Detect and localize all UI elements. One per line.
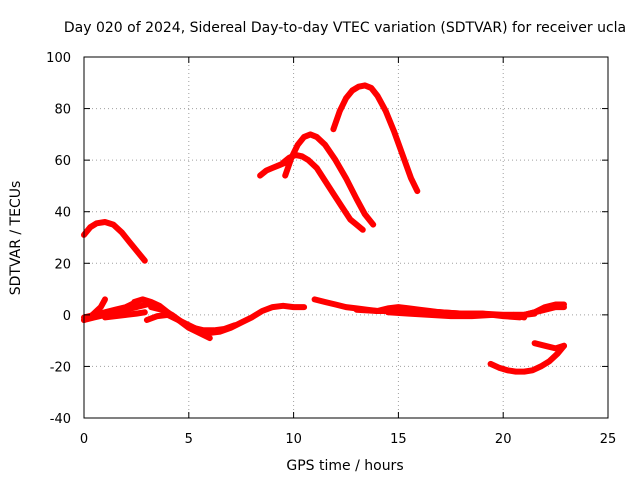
y-axis-ticks: -40 -20 0 20 40 60 80 100 bbox=[46, 51, 608, 427]
series-arc-20 bbox=[531, 340, 567, 352]
series-arc-19 bbox=[487, 342, 567, 375]
y-tick-label: 0 bbox=[63, 309, 71, 324]
plot-frame bbox=[83, 56, 609, 419]
x-tick-label: 20 bbox=[495, 432, 512, 447]
x-tick-label: 5 bbox=[185, 432, 193, 447]
chart-title: Day 020 of 2024, Sidereal Day-to-day VTE… bbox=[64, 20, 626, 36]
series-arc-12 bbox=[148, 304, 238, 334]
x-tick-label: 15 bbox=[390, 432, 407, 447]
y-tick-label: -40 bbox=[50, 412, 71, 427]
series-arc-16 bbox=[395, 306, 523, 321]
series-arc-9 bbox=[102, 309, 148, 321]
y-tick-label: 20 bbox=[54, 257, 71, 272]
x-tick-label: 25 bbox=[600, 432, 617, 447]
x-axis-label: GPS time / hours bbox=[286, 458, 403, 474]
series-arc-8 bbox=[81, 299, 140, 321]
y-tick-label: 40 bbox=[54, 206, 71, 221]
y-tick-label: 60 bbox=[54, 154, 71, 169]
x-tick-label: 10 bbox=[285, 432, 302, 447]
series-arc-5 bbox=[330, 82, 421, 195]
x-axis-ticks: 0 5 10 15 20 25 bbox=[80, 57, 616, 447]
y-axis-label: SDTVAR / TECUs bbox=[8, 181, 24, 296]
x-tick-label: 0 bbox=[80, 432, 88, 447]
y-tick-label: 100 bbox=[46, 51, 71, 66]
y-tick-label: 80 bbox=[54, 103, 71, 118]
series-arc-1 bbox=[81, 219, 148, 264]
data-series bbox=[81, 82, 567, 375]
series-arc-18 bbox=[521, 301, 567, 318]
series-arc-4 bbox=[282, 131, 377, 228]
y-tick-label: -20 bbox=[50, 360, 71, 375]
grid-lines bbox=[84, 57, 608, 418]
